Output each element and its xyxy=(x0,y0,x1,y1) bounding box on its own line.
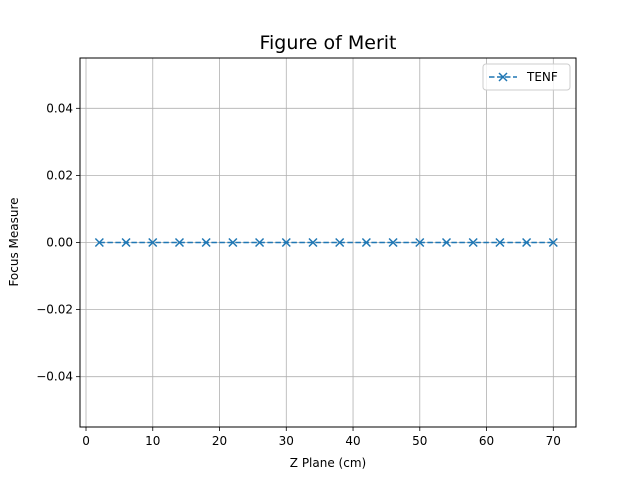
x-tick-label: 10 xyxy=(145,434,160,448)
marker-stroke xyxy=(522,237,532,248)
data-point xyxy=(495,237,505,248)
marker-stroke xyxy=(415,237,425,248)
legend-marker xyxy=(498,72,508,82)
marker-stroke xyxy=(281,237,291,248)
x-tick-label: 60 xyxy=(479,434,494,448)
data-point xyxy=(228,237,238,248)
marker-stroke xyxy=(361,237,371,248)
data-point xyxy=(201,237,211,248)
marker-stroke xyxy=(201,237,211,248)
marker-stroke xyxy=(495,237,505,248)
y-tick-label: 0.02 xyxy=(46,168,73,182)
data-point xyxy=(522,237,532,248)
marker-stroke xyxy=(335,237,345,248)
marker-stroke xyxy=(228,237,238,248)
marker-stroke xyxy=(388,237,398,248)
x-tick-label: 30 xyxy=(279,434,294,448)
x-axis-label: Z Plane (cm) xyxy=(290,456,366,470)
y-axis: −0.04 −0.02 0.00 0.02 0.04 xyxy=(36,101,80,384)
marker-stroke xyxy=(148,237,158,248)
y-tick-label: −0.02 xyxy=(36,303,73,317)
x-tick-label: 70 xyxy=(546,434,561,448)
legend-box xyxy=(482,63,571,91)
y-tick-label: 0.04 xyxy=(46,101,73,115)
data-point xyxy=(174,237,184,248)
x-tick-label: 0 xyxy=(82,434,90,448)
data-point xyxy=(148,237,158,248)
data-point xyxy=(94,237,104,248)
data-point xyxy=(308,237,318,248)
x-tick-label: 40 xyxy=(345,434,360,448)
marker-stroke xyxy=(308,237,318,248)
x-axis: 0 10 20 30 40 50 60 70 xyxy=(82,427,561,448)
data-point xyxy=(441,237,452,248)
series-layer xyxy=(94,237,558,248)
data-point xyxy=(255,237,265,248)
data-point xyxy=(548,237,558,248)
data-point xyxy=(281,237,291,248)
x-tick-label: 50 xyxy=(412,434,427,448)
marker-stroke xyxy=(548,237,558,248)
data-point xyxy=(361,237,371,248)
marker-stroke xyxy=(94,237,104,248)
data-point xyxy=(121,237,131,248)
legend-label: TENF xyxy=(526,70,558,84)
data-point xyxy=(388,237,398,248)
x-tick-label: 20 xyxy=(212,434,227,448)
marker-stroke xyxy=(121,237,131,248)
marker-stroke xyxy=(498,72,508,82)
marker-stroke xyxy=(255,237,265,248)
marker-stroke xyxy=(174,237,184,248)
y-tick-label: 0.00 xyxy=(46,236,73,250)
data-point xyxy=(468,237,478,248)
legend: TENF xyxy=(482,63,571,91)
data-point xyxy=(335,237,345,248)
chart-title: Figure of Merit xyxy=(259,32,396,54)
marker-stroke xyxy=(468,237,478,248)
data-point xyxy=(415,237,425,248)
y-axis-label: Focus Measure xyxy=(7,197,21,286)
y-tick-label: −0.04 xyxy=(36,370,73,384)
marker-stroke xyxy=(441,237,452,248)
